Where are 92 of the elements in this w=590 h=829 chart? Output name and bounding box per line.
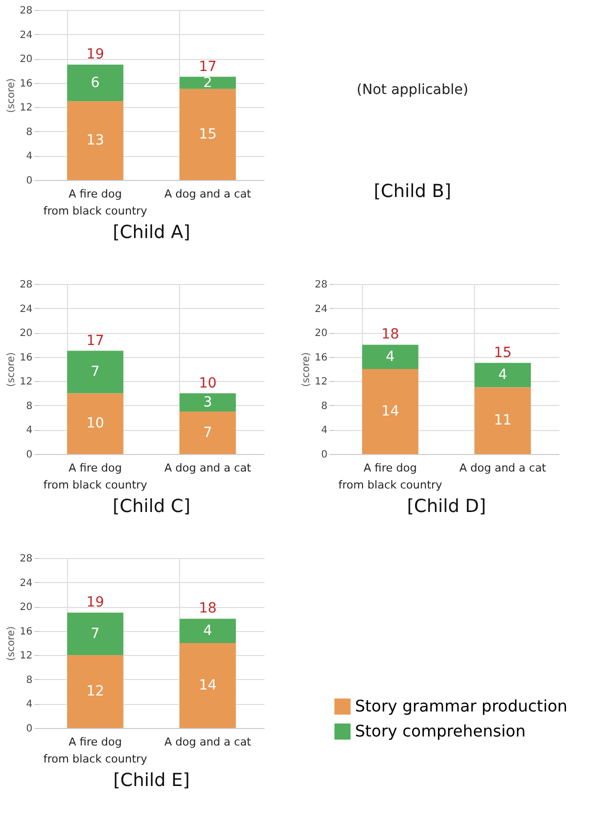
total-label: 10 [198, 375, 217, 392]
y-axis-title: (score) [300, 352, 312, 387]
y-axis-title: (score) [6, 626, 17, 661]
total-label: 19 [86, 46, 104, 63]
y-tick-label: 20 [20, 602, 32, 614]
y-tick-label: 28 [20, 6, 32, 16]
x-tick-label: A dog and a cat [164, 462, 252, 474]
y-tick-label: 4 [26, 699, 32, 710]
y-tick-label: 20 [20, 328, 32, 340]
y-tick-label: 8 [321, 400, 328, 412]
bar [180, 88, 236, 180]
data-label: 6 [90, 74, 100, 91]
legend-label: Story grammar production [355, 696, 568, 716]
x-tick-label: A fire dog from black country [43, 462, 148, 492]
total-label: 18 [198, 600, 217, 617]
y-tick-label: 28 [20, 280, 32, 290]
y-tick-label: 8 [26, 400, 32, 412]
data-label: 12 [86, 684, 104, 700]
data-label: 13 [86, 132, 104, 149]
data-label: 11 [494, 412, 512, 429]
y-tick-label: 24 [20, 30, 32, 41]
y-tick-label: 16 [20, 626, 32, 638]
data-label: 4 [203, 622, 212, 639]
y-tick-label: 4 [26, 151, 32, 162]
y-tick-label: 8 [26, 674, 32, 686]
y-tick-label: 16 [314, 352, 328, 364]
bar [362, 369, 418, 454]
x-tick-label: A fire dog from black country [43, 736, 148, 766]
data-label: 14 [198, 678, 217, 694]
y-axis-title: (score) [6, 352, 17, 387]
data-label: 3 [203, 394, 212, 410]
total-label: 15 [494, 344, 512, 361]
y-tick-label: 4 [26, 425, 32, 436]
y-tick-label: 0 [321, 450, 328, 460]
bar [180, 643, 236, 728]
legend-label: Story comprehension [355, 722, 526, 740]
y-tick-label: 24 [20, 304, 32, 315]
text: [Child A] [112, 222, 190, 243]
y-tick-label: 12 [20, 376, 32, 388]
x-tick-label: A dog and a cat [164, 188, 252, 200]
y-tick-label: 24 [20, 578, 32, 589]
data-label: 2 [203, 74, 212, 91]
bar [67, 655, 124, 728]
bar [474, 362, 531, 388]
y-tick-label: 0 [26, 176, 32, 186]
y-tick-label: 0 [26, 450, 32, 460]
data-label: 7 [203, 424, 212, 441]
y-tick-label: 20 [314, 328, 328, 340]
bar [67, 612, 124, 656]
total-label: 17 [198, 58, 217, 75]
text: [Child D] [406, 496, 486, 517]
data-label: 7 [90, 626, 100, 642]
total-label: 19 [86, 594, 104, 611]
y-tick-label: 12 [20, 102, 32, 114]
bar [67, 350, 124, 394]
x-tick-label: A fire dog from black country [338, 462, 443, 492]
y-tick-label: 12 [314, 376, 328, 388]
y-tick-label: 20 [20, 54, 32, 66]
data-label: 14 [381, 404, 400, 420]
y-tick-label: 0 [26, 724, 32, 734]
y-tick-label: 8 [26, 126, 32, 138]
data-label: 4 [386, 348, 395, 365]
data-label: 15 [198, 126, 217, 142]
y-tick-label: 16 [20, 78, 32, 90]
bar [180, 618, 236, 643]
y-tick-label: 16 [20, 352, 32, 364]
text: [Child B] [374, 181, 452, 202]
y-tick-label: 24 [314, 304, 328, 315]
bar [180, 412, 236, 454]
text: [Child C] [112, 496, 190, 517]
bar [67, 64, 124, 102]
y-tick-label: 28 [314, 280, 328, 290]
bar [474, 387, 531, 454]
x-tick-label: A fire dog from black country [43, 188, 148, 218]
bar [180, 393, 236, 412]
bar [362, 344, 418, 369]
y-axis-title: (score) [6, 78, 17, 113]
total-label: 18 [381, 326, 400, 343]
x-tick-label: A dog and a cat [459, 462, 547, 474]
x-tick-label: A dog and a cat [164, 736, 252, 748]
y-tick-label: 12 [20, 650, 32, 662]
total-label: 17 [86, 332, 104, 349]
bar [180, 76, 236, 89]
text: [Child E] [113, 770, 190, 791]
data-label: 4 [498, 367, 508, 384]
bar [67, 101, 124, 180]
data-label: 10 [86, 416, 104, 432]
bar [67, 393, 124, 454]
data-label: 7 [90, 364, 100, 380]
text: (Not applicable) [356, 82, 468, 98]
y-tick-label: 28 [20, 554, 32, 564]
y-tick-label: 4 [321, 425, 328, 436]
